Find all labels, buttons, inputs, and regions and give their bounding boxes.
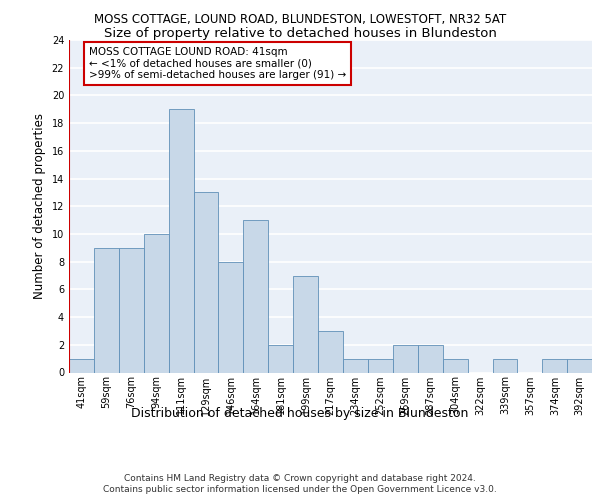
Bar <box>144 234 169 372</box>
Bar <box>293 276 318 372</box>
Bar <box>567 358 592 372</box>
Bar <box>343 358 368 372</box>
Y-axis label: Number of detached properties: Number of detached properties <box>33 114 46 299</box>
Bar <box>69 358 94 372</box>
Bar <box>542 358 567 372</box>
Bar <box>94 248 119 372</box>
Bar <box>318 331 343 372</box>
Text: Contains HM Land Registry data © Crown copyright and database right 2024.
Contai: Contains HM Land Registry data © Crown c… <box>103 474 497 494</box>
Bar <box>119 248 144 372</box>
Bar <box>368 358 393 372</box>
Bar <box>393 345 418 372</box>
Bar <box>493 358 517 372</box>
Bar <box>244 220 268 372</box>
Bar <box>418 345 443 372</box>
Bar <box>169 110 194 372</box>
Bar <box>218 262 244 372</box>
Bar <box>194 192 218 372</box>
Text: MOSS COTTAGE LOUND ROAD: 41sqm
← <1% of detached houses are smaller (0)
>99% of : MOSS COTTAGE LOUND ROAD: 41sqm ← <1% of … <box>89 47 346 80</box>
Text: Distribution of detached houses by size in Blundeston: Distribution of detached houses by size … <box>131 408 469 420</box>
Text: Size of property relative to detached houses in Blundeston: Size of property relative to detached ho… <box>104 28 496 40</box>
Bar <box>443 358 467 372</box>
Bar <box>268 345 293 372</box>
Text: MOSS COTTAGE, LOUND ROAD, BLUNDESTON, LOWESTOFT, NR32 5AT: MOSS COTTAGE, LOUND ROAD, BLUNDESTON, LO… <box>94 12 506 26</box>
